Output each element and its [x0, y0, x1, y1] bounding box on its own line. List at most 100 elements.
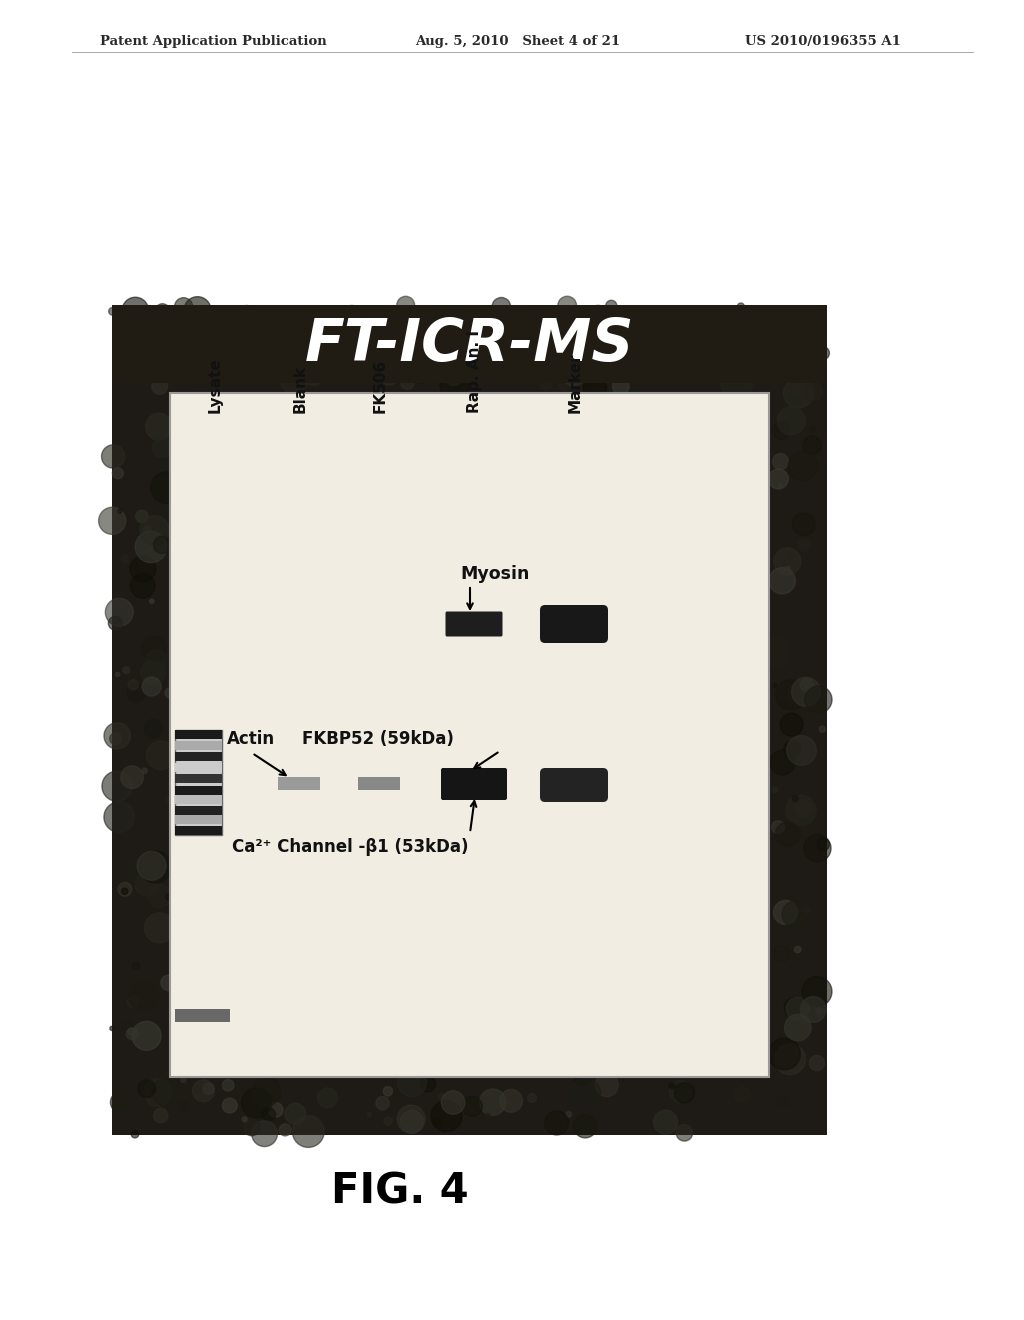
Circle shape: [768, 469, 788, 488]
Circle shape: [778, 483, 782, 487]
Text: Lysate: Lysate: [208, 358, 222, 413]
Circle shape: [138, 1080, 156, 1097]
Circle shape: [541, 318, 558, 335]
Bar: [175, 1008, 230, 1022]
Circle shape: [785, 795, 816, 825]
Circle shape: [151, 352, 166, 368]
Circle shape: [772, 454, 788, 470]
Circle shape: [485, 1114, 490, 1118]
Circle shape: [207, 331, 219, 345]
Circle shape: [152, 379, 168, 395]
Circle shape: [784, 998, 804, 1018]
Circle shape: [737, 304, 744, 310]
Circle shape: [222, 1080, 234, 1092]
Circle shape: [142, 636, 166, 660]
Circle shape: [575, 322, 584, 330]
Circle shape: [280, 1123, 291, 1137]
Circle shape: [744, 331, 768, 355]
Circle shape: [153, 438, 172, 458]
Circle shape: [803, 381, 822, 401]
Circle shape: [345, 350, 374, 378]
Circle shape: [378, 325, 408, 354]
Circle shape: [105, 598, 133, 626]
Circle shape: [396, 296, 415, 314]
Circle shape: [762, 315, 782, 335]
Circle shape: [472, 312, 496, 335]
Circle shape: [142, 768, 147, 774]
Circle shape: [384, 334, 400, 350]
Circle shape: [772, 787, 777, 792]
Circle shape: [181, 1077, 186, 1082]
Circle shape: [793, 513, 815, 536]
Circle shape: [121, 554, 129, 562]
Circle shape: [458, 348, 464, 355]
Circle shape: [774, 548, 801, 574]
Circle shape: [260, 355, 267, 363]
Circle shape: [797, 333, 802, 338]
Circle shape: [577, 314, 600, 337]
Circle shape: [128, 859, 152, 883]
Circle shape: [325, 348, 348, 372]
Circle shape: [166, 894, 172, 900]
Circle shape: [617, 322, 632, 337]
Text: Patent Application Publication: Patent Application Publication: [100, 36, 327, 48]
Circle shape: [796, 800, 813, 817]
Circle shape: [654, 358, 676, 379]
Circle shape: [115, 594, 119, 598]
Circle shape: [558, 296, 577, 315]
Circle shape: [151, 473, 182, 503]
Circle shape: [383, 1086, 392, 1096]
Circle shape: [566, 1111, 571, 1117]
Bar: [175, 752, 222, 762]
Circle shape: [140, 660, 165, 685]
Circle shape: [676, 1125, 692, 1140]
Circle shape: [268, 1102, 283, 1117]
Circle shape: [773, 945, 790, 962]
Circle shape: [513, 329, 539, 355]
Circle shape: [583, 305, 614, 337]
Circle shape: [545, 1111, 568, 1135]
Circle shape: [515, 354, 542, 380]
Circle shape: [816, 347, 829, 359]
Circle shape: [666, 337, 682, 354]
Circle shape: [463, 1097, 482, 1117]
Circle shape: [397, 1068, 427, 1097]
Circle shape: [681, 345, 695, 358]
Circle shape: [109, 308, 117, 315]
Circle shape: [758, 636, 788, 668]
Circle shape: [203, 1084, 214, 1094]
Circle shape: [780, 713, 803, 737]
Bar: [278, 777, 319, 789]
Circle shape: [199, 331, 205, 338]
Circle shape: [420, 1076, 435, 1092]
Circle shape: [783, 741, 801, 758]
Circle shape: [184, 297, 211, 323]
Circle shape: [500, 1089, 522, 1113]
Circle shape: [143, 1078, 172, 1106]
Circle shape: [777, 407, 806, 434]
Circle shape: [110, 1026, 114, 1031]
Circle shape: [438, 1093, 444, 1100]
Circle shape: [262, 1107, 275, 1122]
Circle shape: [559, 355, 590, 385]
Circle shape: [798, 362, 810, 374]
Circle shape: [135, 531, 167, 562]
Circle shape: [670, 1080, 691, 1102]
Circle shape: [127, 684, 145, 702]
Circle shape: [810, 426, 815, 432]
Circle shape: [147, 884, 171, 908]
Circle shape: [372, 354, 379, 362]
Circle shape: [132, 1022, 161, 1051]
Circle shape: [142, 677, 161, 696]
Circle shape: [558, 379, 570, 391]
Circle shape: [586, 309, 616, 341]
Circle shape: [153, 1078, 180, 1106]
Circle shape: [431, 1101, 462, 1131]
Circle shape: [116, 672, 120, 676]
Circle shape: [165, 796, 173, 804]
Circle shape: [804, 906, 811, 913]
Circle shape: [123, 667, 130, 673]
Circle shape: [799, 1014, 808, 1024]
Circle shape: [243, 1118, 260, 1135]
Circle shape: [711, 326, 724, 339]
